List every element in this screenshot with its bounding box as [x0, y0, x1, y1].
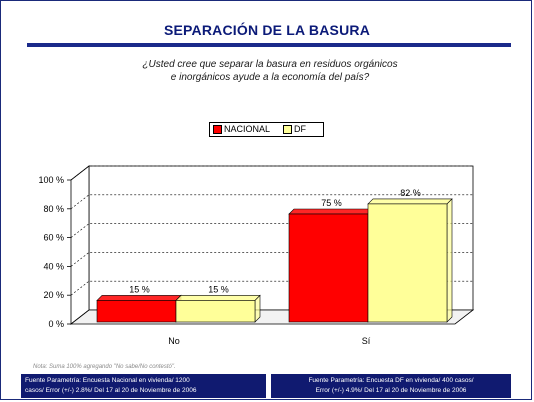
source-national-line-1: Fuente Parametría: Encuesta Nacional en …	[25, 377, 190, 384]
plot-side-wall	[70, 165, 90, 325]
legend-swatch-nacional	[213, 124, 222, 134]
data-label-df-0: 15 %	[208, 284, 229, 294]
bar-side-df-0	[254, 294, 261, 323]
data-label-df-1: 82 %	[400, 188, 421, 198]
legend-swatch-df	[283, 124, 292, 134]
bar-df-0	[175, 300, 256, 323]
page-title: SEPARACIÓN DE LA BASURA	[163, 22, 371, 38]
source-footer-national: Fuente Parametría: Encuesta Nacional en …	[21, 374, 266, 398]
legend-label-nacional: NACIONAL	[224, 124, 271, 134]
bar-top-df-0	[175, 295, 261, 301]
footnote: Nota: Suma 100% agregando "No sabe/No co…	[33, 364, 176, 370]
legend-item-nacional: NACIONAL	[213, 124, 270, 134]
y-tick-label: 60 %	[43, 233, 64, 243]
source-national-line-2: casos/ Error (+/-) 2.8%/ Del 17 al 20 de…	[25, 387, 197, 394]
question-line-2: e inorgánicos ayude a la economía del pa…	[170, 72, 370, 83]
bar-top-nacional-0	[96, 295, 182, 301]
x-category-label-0: No	[168, 336, 180, 346]
y-tick-label: 40 %	[43, 261, 64, 271]
data-label-nacional-0: 15 %	[129, 284, 150, 294]
y-tick-label: 0 %	[48, 319, 64, 329]
bar-nacional-0	[96, 300, 177, 323]
x-category-label-1: Sí	[362, 336, 371, 346]
source-df-line-2: Error (+/-) 4.9%/ Del 17 al 20 de Noviem…	[315, 387, 467, 394]
bar-top-df-1	[367, 198, 453, 205]
bar-nacional-1	[288, 213, 369, 323]
bar-side-df-1	[446, 198, 453, 323]
survey-question: ¿Usted cree que separar la basura en res…	[100, 58, 440, 84]
title-rule	[27, 43, 511, 47]
bar-top-nacional-1	[288, 208, 374, 215]
source-footer-df: Fuente Parametría: Encuesta DF en vivien…	[271, 374, 511, 398]
question-line-1: ¿Usted cree que separar la basura en res…	[142, 59, 398, 70]
legend-label-df: DF	[294, 124, 306, 134]
y-tick-label: 100 %	[38, 175, 64, 185]
bar-df-1	[367, 203, 448, 323]
source-df-line-1: Fuente Parametría: Encuesta DF en vivien…	[308, 377, 474, 384]
y-tick-label: 80 %	[43, 204, 64, 214]
data-label-nacional-1: 75 %	[321, 198, 342, 208]
chart-legend: NACIONAL DF	[209, 122, 324, 137]
y-tick-label: 20 %	[43, 290, 64, 300]
legend-item-df: DF	[283, 124, 306, 134]
